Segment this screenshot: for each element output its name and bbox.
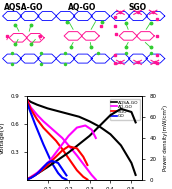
- Text: AQSA-GO: AQSA-GO: [4, 3, 44, 12]
- Text: SGO: SGO: [128, 3, 147, 12]
- Y-axis label: Voltage(V): Voltage(V): [0, 122, 5, 154]
- Legend: AQSA-GO, AQ-GO, SGO, GO: AQSA-GO, AQ-GO, SGO, GO: [110, 99, 140, 120]
- Text: AQ-GO: AQ-GO: [68, 3, 96, 12]
- Y-axis label: Power density(mW/cm²): Power density(mW/cm²): [162, 105, 168, 171]
